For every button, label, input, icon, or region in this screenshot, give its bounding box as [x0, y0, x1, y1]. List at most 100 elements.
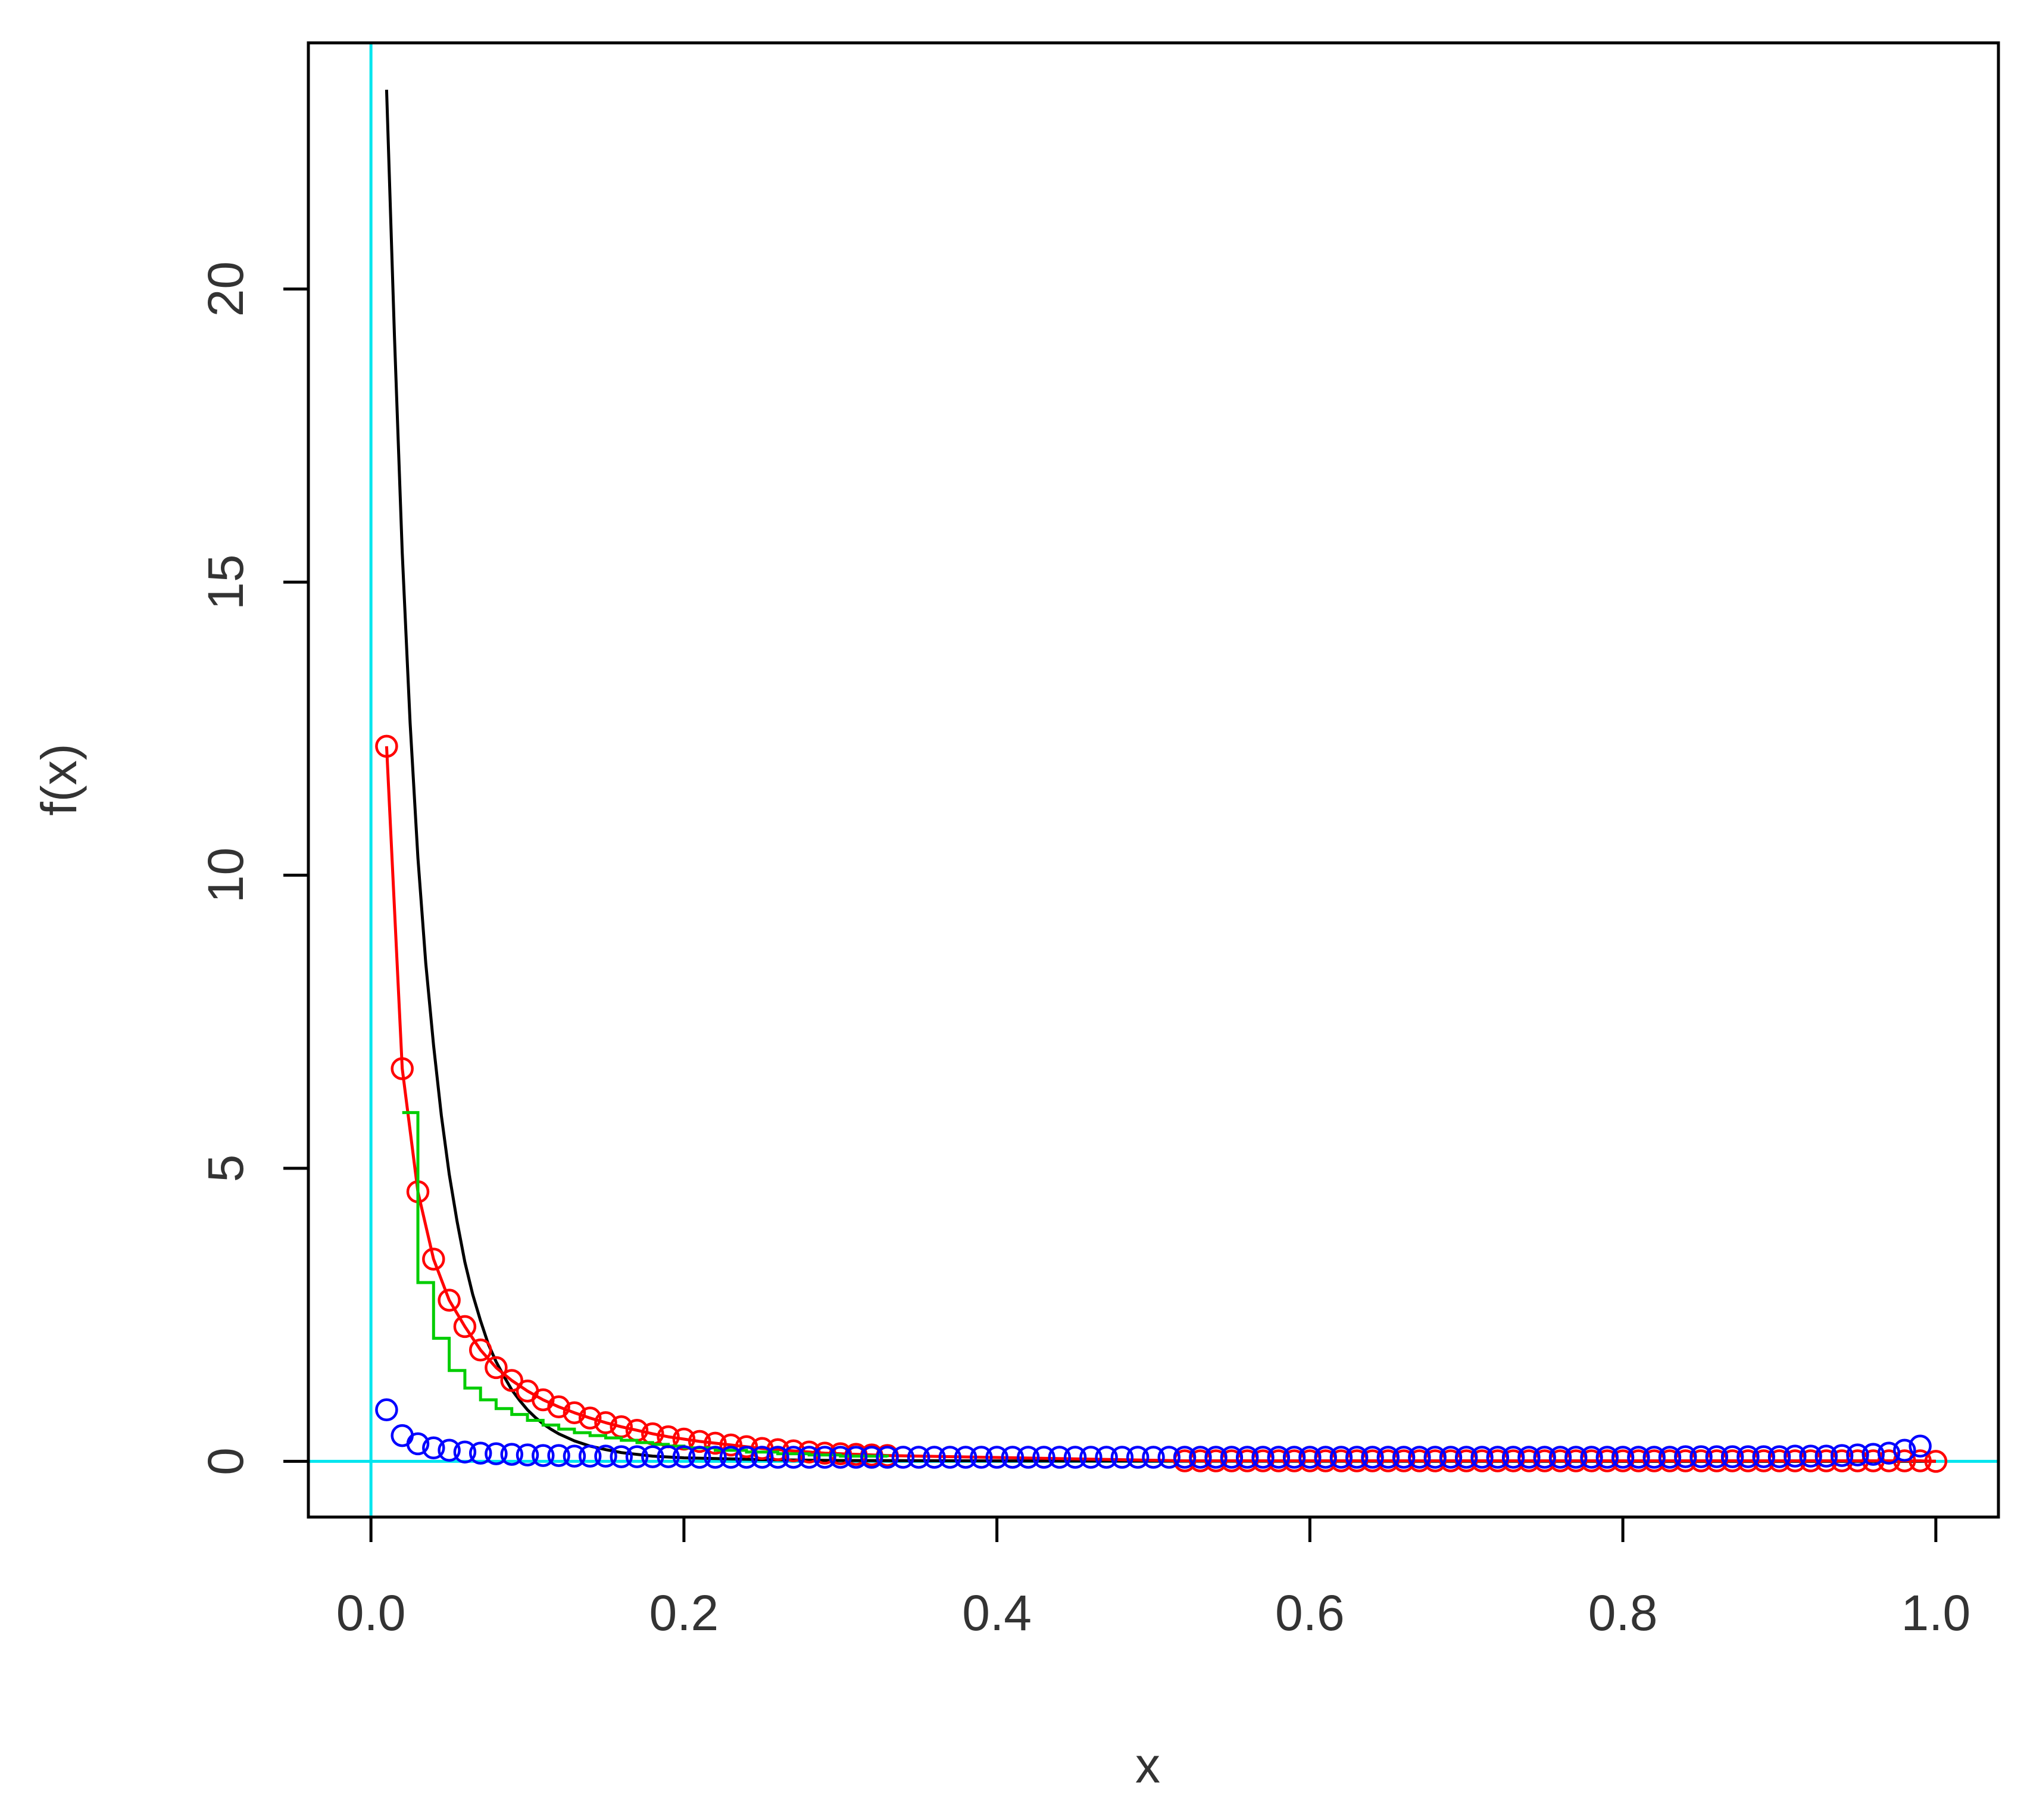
series-point	[1282, 1446, 1306, 1469]
series-point	[1267, 1446, 1291, 1469]
series-point	[1877, 1449, 1901, 1472]
x-axis: 0.0 0.2 0.4 0.6 0.8 1.0	[336, 1515, 1970, 1641]
series-point	[1126, 1446, 1150, 1469]
series-point	[1580, 1446, 1603, 1469]
series-point	[1909, 1434, 1932, 1458]
series-point	[782, 1446, 805, 1469]
series-point	[375, 734, 398, 758]
series-point	[844, 1446, 868, 1469]
series-point	[985, 1446, 1008, 1469]
series-point	[485, 1442, 508, 1465]
series-point	[1063, 1446, 1087, 1469]
series-point	[1157, 1446, 1181, 1469]
series-point	[532, 1444, 555, 1467]
series-point	[563, 1444, 586, 1468]
series-point	[860, 1446, 883, 1469]
series-point	[1048, 1446, 1072, 1469]
series-point	[1095, 1446, 1118, 1469]
series-point	[1204, 1446, 1228, 1469]
series-point	[829, 1446, 852, 1469]
series-point	[672, 1445, 696, 1468]
x-tick-label: 0.4	[962, 1585, 1032, 1641]
series-point	[1784, 1444, 1807, 1468]
series-point	[797, 1446, 821, 1469]
x-tick-label: 0.8	[1588, 1585, 1658, 1641]
series-point	[453, 1315, 477, 1339]
series-point	[1298, 1446, 1322, 1469]
series-point	[938, 1446, 962, 1469]
series-point	[719, 1446, 743, 1469]
series-point	[657, 1445, 680, 1468]
series-point	[1658, 1446, 1682, 1469]
series-point	[516, 1443, 539, 1466]
series-point	[578, 1406, 602, 1430]
series-point	[625, 1445, 649, 1468]
series-point	[391, 1057, 414, 1080]
series-point	[688, 1430, 711, 1453]
series-point	[594, 1444, 617, 1468]
series-point	[1674, 1445, 1697, 1468]
series-point	[1830, 1444, 1854, 1467]
series-point	[1189, 1446, 1212, 1469]
series-point	[735, 1435, 758, 1459]
series-point	[1595, 1446, 1619, 1469]
series-point	[1862, 1443, 1885, 1466]
series-point	[1814, 1444, 1838, 1468]
series-point	[719, 1433, 743, 1457]
series-point	[1767, 1445, 1791, 1468]
series-point	[1752, 1445, 1775, 1468]
series-point	[1627, 1446, 1650, 1469]
series-point	[547, 1395, 570, 1419]
series-point	[735, 1446, 758, 1469]
series-point	[1376, 1446, 1400, 1469]
series-point	[891, 1446, 915, 1469]
series-point	[688, 1446, 711, 1469]
series-point	[594, 1411, 617, 1434]
series-point	[1173, 1446, 1197, 1469]
series-point	[970, 1446, 993, 1469]
series-point	[500, 1369, 523, 1392]
series-point	[954, 1446, 977, 1469]
series-point	[1345, 1446, 1369, 1469]
x-tick-label: 1.0	[1901, 1585, 1970, 1641]
series-point	[1235, 1446, 1259, 1469]
series-point	[766, 1446, 789, 1469]
series-point	[406, 1432, 430, 1456]
series-point	[453, 1440, 477, 1463]
series-point	[1517, 1446, 1541, 1469]
series-point	[1110, 1446, 1134, 1469]
series-point	[578, 1444, 602, 1468]
series-point	[1470, 1446, 1494, 1469]
series-point	[1877, 1441, 1901, 1465]
series-step-line	[402, 1111, 889, 1458]
series-point	[469, 1441, 492, 1465]
series-point	[704, 1431, 727, 1455]
series-point	[1642, 1446, 1666, 1469]
series-layer	[375, 89, 1948, 1473]
series-point	[438, 1289, 461, 1312]
series-point	[1689, 1445, 1713, 1468]
series-point	[1909, 1449, 1932, 1472]
series-point	[1736, 1445, 1760, 1468]
series-point	[1924, 1450, 1948, 1473]
x-tick-label: 0.2	[649, 1585, 719, 1641]
y-axis: 0 5 10 15 20	[198, 261, 310, 1475]
series-point	[1142, 1446, 1165, 1469]
series-point	[1611, 1446, 1635, 1469]
x-tick-label: 0.0	[336, 1585, 406, 1641]
series-point	[1893, 1439, 1916, 1462]
series-point	[782, 1439, 805, 1462]
series-point	[375, 1398, 398, 1422]
series-4	[375, 1398, 1932, 1469]
y-tick-label: 0	[198, 1447, 254, 1475]
series-point	[1548, 1446, 1572, 1469]
series-point	[563, 1401, 586, 1424]
series-point	[813, 1446, 836, 1469]
x-axis-title: x	[1135, 1737, 1160, 1793]
series-point	[422, 1247, 445, 1271]
series-point	[1454, 1446, 1478, 1469]
series-point	[923, 1446, 946, 1469]
series-point	[1220, 1446, 1244, 1469]
